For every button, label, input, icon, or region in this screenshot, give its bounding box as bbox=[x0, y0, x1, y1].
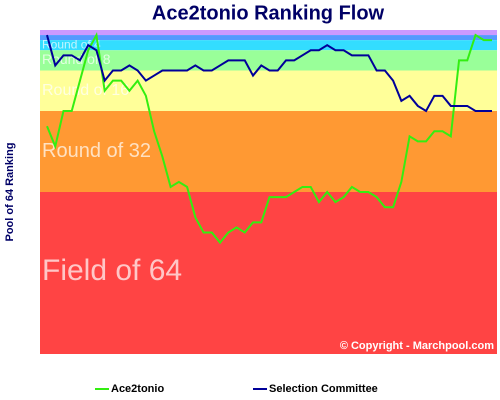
band bbox=[40, 30, 497, 36]
chart-title: Ace2tonio Ranking Flow bbox=[152, 2, 385, 24]
band bbox=[40, 70, 497, 111]
y-axis-label: Pool of 64 Ranking bbox=[4, 142, 16, 241]
legend-label: Selection Committee bbox=[269, 383, 378, 395]
series-line bbox=[46, 31, 492, 245]
band bbox=[40, 192, 497, 354]
band-label: Field of 64 bbox=[42, 254, 182, 287]
band-label: Round of 32 bbox=[42, 140, 151, 162]
band bbox=[40, 35, 497, 41]
copyright: © Copyright - Marchpool.com bbox=[340, 340, 494, 352]
legend-label: Ace2tonio bbox=[111, 383, 164, 395]
band-label: Round of 16 bbox=[42, 82, 129, 99]
series-line bbox=[46, 34, 492, 113]
band bbox=[40, 40, 497, 51]
band bbox=[40, 111, 497, 192]
band bbox=[40, 50, 497, 71]
